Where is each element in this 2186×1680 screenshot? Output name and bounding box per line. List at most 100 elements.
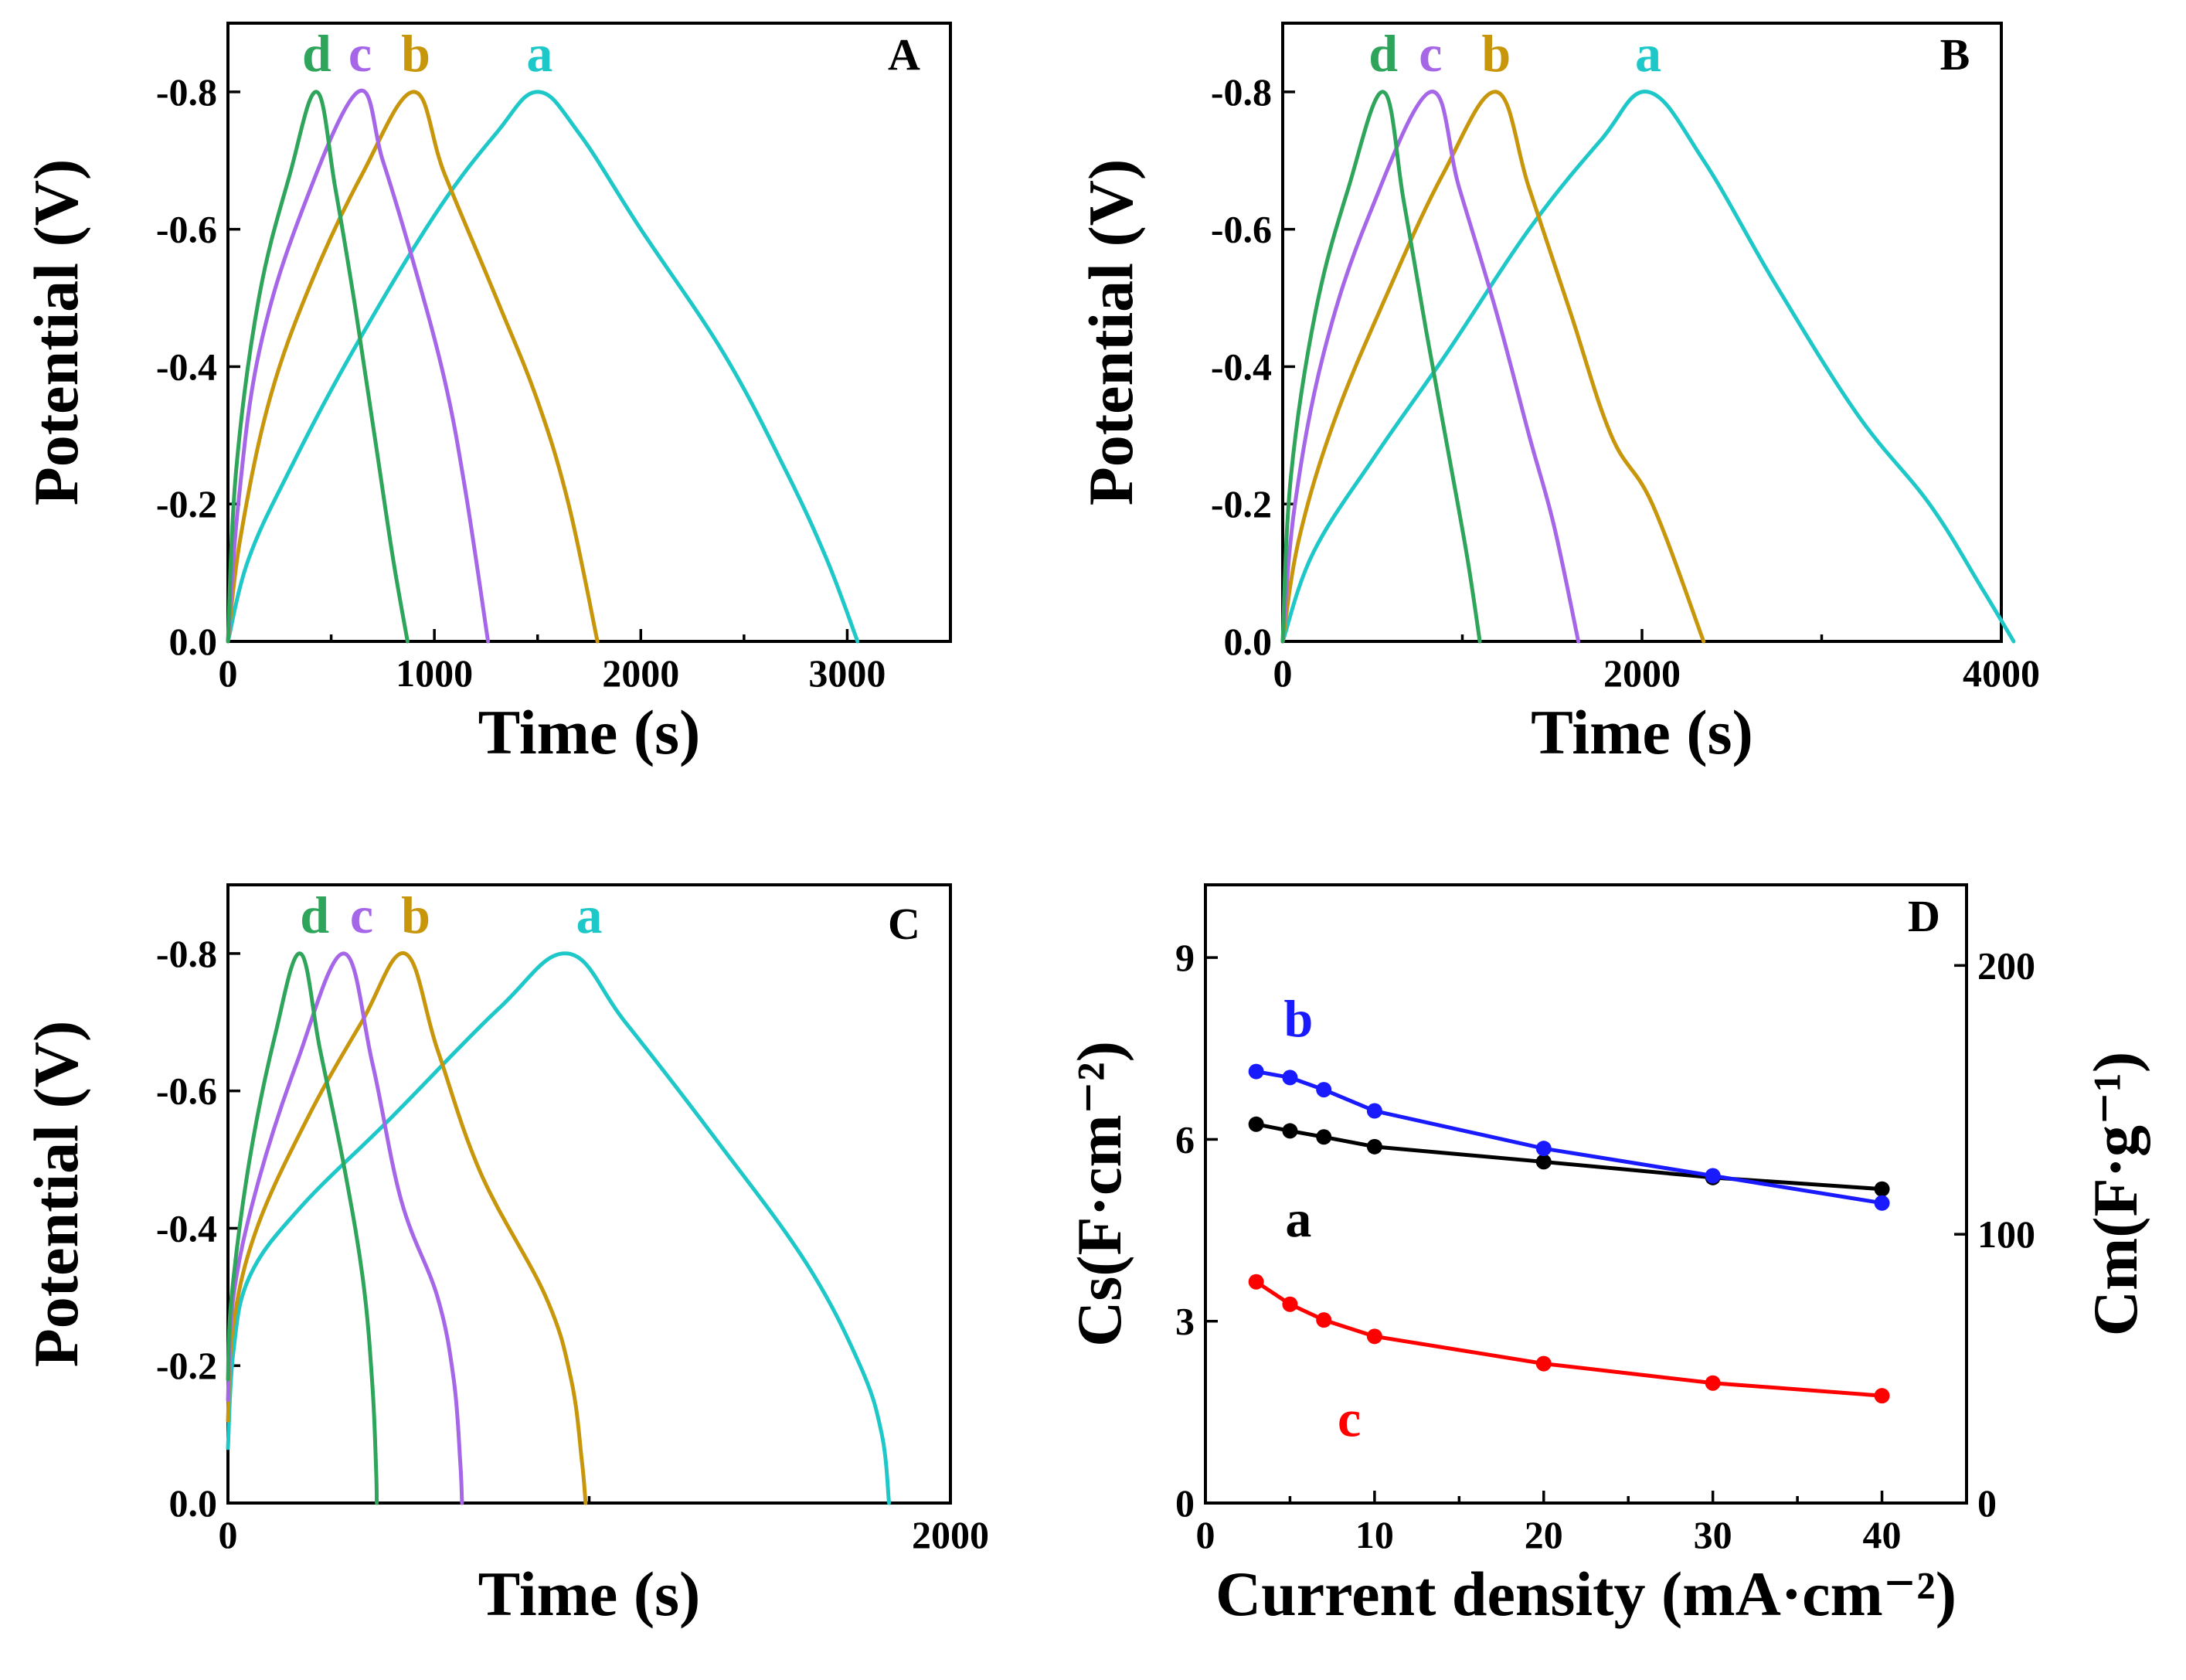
curve-label-a: a bbox=[1635, 24, 1661, 83]
curve-label-c: c bbox=[1419, 24, 1442, 83]
panel-letter: B bbox=[1940, 29, 1970, 80]
y-axis-title: Potential (V) bbox=[21, 1021, 91, 1368]
y-tick-label: 3 bbox=[1175, 1300, 1195, 1343]
series-c-point bbox=[1282, 1296, 1298, 1312]
series-d-line bbox=[226, 951, 379, 1505]
series-b-point bbox=[1705, 1168, 1721, 1184]
x-tick-label: 10 bbox=[1355, 1513, 1394, 1556]
x-tick-label: 2000 bbox=[1603, 651, 1681, 695]
series-d-line bbox=[1280, 90, 1482, 644]
series-b-point bbox=[1248, 1063, 1264, 1080]
series-b-point bbox=[1874, 1195, 1890, 1211]
series-b-point bbox=[1366, 1103, 1382, 1119]
y-tick-label: 0.0 bbox=[169, 1481, 218, 1525]
series-c-line bbox=[1254, 1280, 1885, 1398]
x-tick-label: 2000 bbox=[912, 1513, 989, 1556]
series-c-point bbox=[1248, 1274, 1264, 1290]
panel-c: 0 2000 0.0 -0.2 -0.4 -0.6 -0.8 Time (s) Potentia… bbox=[21, 883, 989, 1629]
y-tick-label: -0.8 bbox=[1211, 70, 1272, 114]
y-tick-label: -0.6 bbox=[1211, 208, 1272, 251]
series-a-line bbox=[1254, 1122, 1885, 1192]
series-a-point bbox=[1248, 1116, 1264, 1132]
panel-b: 0 2000 4000 0.0 -0.2 -0.4 -0.6 -0.8 Time (s) Pote… bbox=[1076, 22, 2040, 767]
curve-label-d: d bbox=[302, 24, 331, 83]
curve-label-a: a bbox=[1285, 1189, 1311, 1248]
x-tick-label: 0 bbox=[1196, 1513, 1215, 1556]
series-c-point bbox=[1366, 1328, 1382, 1345]
series-a-line bbox=[226, 951, 892, 1505]
x-axis-title: Time (s) bbox=[478, 1559, 701, 1629]
y-tick-label: -0.6 bbox=[156, 1070, 217, 1113]
panel-letter: A bbox=[888, 29, 920, 80]
y-tick-label: -0.2 bbox=[156, 1344, 217, 1387]
y-right-axis-title: Cm(F·g⁻¹) bbox=[2080, 1052, 2150, 1336]
y-axis-title: Cs(F·cm⁻²) bbox=[1064, 1041, 1134, 1347]
series-a-point bbox=[1282, 1123, 1298, 1139]
y-right-tick-label: 200 bbox=[1977, 944, 2035, 987]
curve-label-b: b bbox=[401, 24, 430, 83]
curve-label-d: d bbox=[300, 886, 329, 944]
series-b-point bbox=[1316, 1082, 1332, 1098]
series-a-point bbox=[1366, 1138, 1382, 1155]
y-tick-label: -0.2 bbox=[156, 482, 217, 525]
series-c-point bbox=[1705, 1375, 1721, 1391]
y-tick-label: -0.8 bbox=[156, 70, 217, 114]
series-b-line bbox=[226, 90, 600, 644]
series-b-point bbox=[1282, 1070, 1298, 1086]
series-a-point bbox=[1874, 1181, 1890, 1197]
y-tick-label: 0 bbox=[1175, 1481, 1195, 1525]
x-tick-label: 0 bbox=[219, 1513, 238, 1556]
curve-label-b: b bbox=[401, 886, 430, 944]
y-axis-title: Potential (V) bbox=[1076, 159, 1146, 506]
curve-label-c: c bbox=[1338, 1389, 1361, 1448]
y-tick-label: 0.0 bbox=[169, 620, 218, 663]
y-tick-label: -0.6 bbox=[156, 208, 217, 251]
axis-frame bbox=[226, 883, 952, 1505]
x-tick-label: 0 bbox=[1273, 651, 1293, 695]
curve-label-a: a bbox=[526, 24, 552, 83]
y-right-tick-label: 0 bbox=[1977, 1481, 1997, 1525]
series-d-line bbox=[226, 90, 410, 644]
y-tick-label: 0.0 bbox=[1224, 620, 1273, 663]
curve-label-c: c bbox=[348, 24, 372, 83]
curve-label-d: d bbox=[1368, 24, 1398, 83]
curve-label-a: a bbox=[576, 886, 603, 944]
series-c-line bbox=[226, 951, 464, 1505]
series-a-point bbox=[1535, 1154, 1552, 1170]
x-axis-title: Time (s) bbox=[1531, 697, 1753, 767]
series-c-point bbox=[1535, 1355, 1552, 1372]
x-tick-label: 3000 bbox=[808, 651, 886, 695]
axis-frame bbox=[226, 22, 952, 643]
x-tick-label: 1000 bbox=[396, 651, 473, 695]
y-right-tick-label: 100 bbox=[1977, 1212, 2035, 1256]
panel-d: 0 10 20 30 40 0 3 6 9 Current density (mA·cm⁻²) D 0… bbox=[1064, 883, 2150, 1629]
x-tick-label: 20 bbox=[1525, 1513, 1563, 1556]
x-tick-label: 40 bbox=[1863, 1513, 1902, 1556]
y-tick-label: -0.4 bbox=[156, 1206, 217, 1250]
curve-label-b: b bbox=[1481, 24, 1511, 83]
y-axis-title: Potential (V) bbox=[21, 159, 91, 506]
x-tick-label: 0 bbox=[219, 651, 238, 695]
series-c-point bbox=[1874, 1388, 1890, 1404]
x-axis-title: Current density (mA·cm⁻²) bbox=[1215, 1559, 1957, 1629]
x-tick-label: 30 bbox=[1694, 1513, 1732, 1556]
series-c-point bbox=[1316, 1312, 1332, 1328]
series-c-line bbox=[1280, 90, 1581, 644]
series-a-point bbox=[1316, 1129, 1332, 1145]
panel-letter: D bbox=[1908, 891, 1940, 941]
series-b-line bbox=[226, 951, 588, 1505]
x-tick-label: 4000 bbox=[1963, 651, 2040, 695]
y-tick-label: -0.2 bbox=[1211, 482, 1272, 525]
panel-letter: C bbox=[888, 899, 920, 949]
y-tick-label: -0.4 bbox=[156, 345, 217, 388]
x-tick-label: 2000 bbox=[602, 651, 679, 695]
y-tick-label: 9 bbox=[1175, 936, 1195, 979]
y-tick-label: -0.8 bbox=[156, 932, 217, 975]
axis-frame bbox=[1204, 883, 1968, 1505]
series-b-point bbox=[1535, 1141, 1552, 1157]
series-a-line bbox=[226, 90, 860, 644]
series-a-line bbox=[1280, 90, 2016, 644]
panel-a: 0 1000 2000 3000 0.0 -0.2 -0.4 -0.6 -0.8 Time (s)… bbox=[21, 22, 952, 767]
series-c-line bbox=[226, 88, 491, 644]
